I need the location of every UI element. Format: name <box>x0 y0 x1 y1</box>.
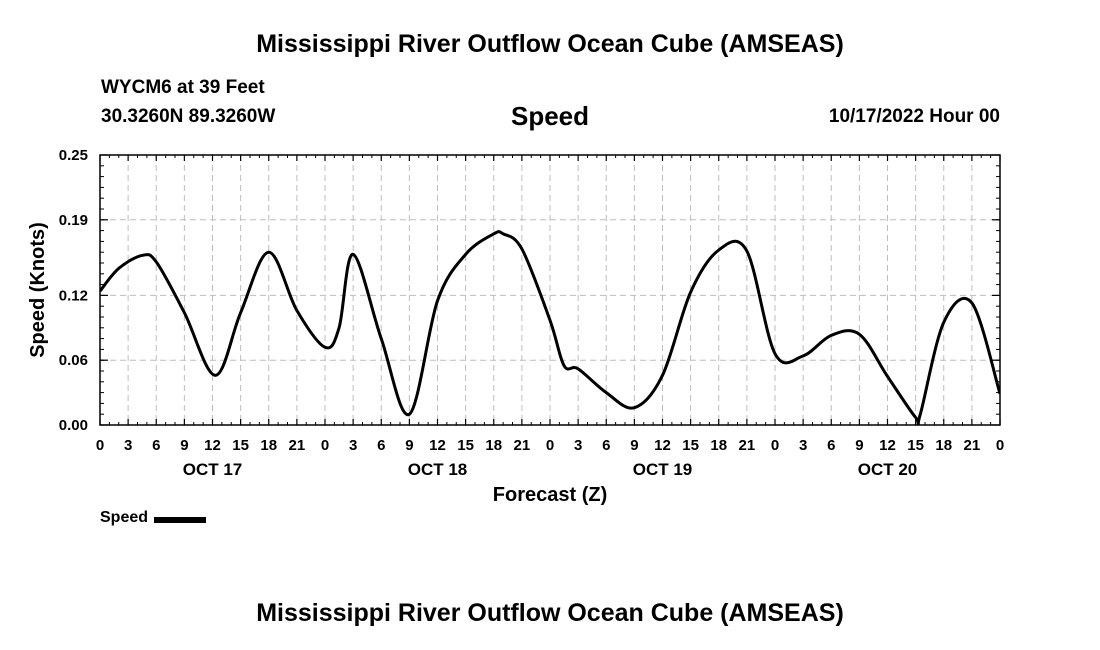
day-label: OCT 18 <box>408 460 468 479</box>
legend-label: Speed <box>100 509 149 526</box>
x-tick-label: 6 <box>827 437 835 454</box>
x-tick-label: 18 <box>260 437 277 454</box>
x-tick-label: 0 <box>96 437 104 454</box>
x-axis: 0 3 6 9 12 15 18 21 0 3 6 9 12 15 18 21 0 3 6 9 12 15 18 21 0 3 6 9… <box>96 155 1004 479</box>
x-tick-label: 15 <box>907 437 924 454</box>
x-tick-label: 9 <box>180 437 188 454</box>
x-tick-label: 0 <box>321 437 329 454</box>
x-tick-label: 6 <box>377 437 385 454</box>
x-tick-label: 0 <box>771 437 779 454</box>
x-tick-label: 21 <box>289 437 306 454</box>
legend: Speed <box>100 509 207 527</box>
y-tick-label: 0.00 <box>59 417 88 434</box>
chart-subtitle: Speed <box>510 101 590 131</box>
x-tick-label: 18 <box>935 437 952 454</box>
x-tick-label: 3 <box>124 437 132 454</box>
day-label: OCT 20 <box>858 460 918 479</box>
x-tick-label: 15 <box>682 437 699 454</box>
x-tick-label: 3 <box>799 437 807 454</box>
station-label: WYCM6 at 39 Feet <box>101 77 265 98</box>
x-tick-label: 0 <box>996 437 1004 454</box>
x-tick-label: 21 <box>964 437 981 454</box>
y-tick-label: 0.12 <box>59 287 88 304</box>
x-tick-label: 6 <box>602 437 610 454</box>
legend-swatch <box>154 516 207 523</box>
x-tick-label: 12 <box>879 437 896 454</box>
x-tick-label: 9 <box>405 437 413 454</box>
x-tick-label: 3 <box>574 437 582 454</box>
x-tick-label: 15 <box>457 437 474 454</box>
chart-title: Mississippi River Outflow Ocean Cube (AM… <box>256 30 844 58</box>
speed-series-line <box>100 230 1000 425</box>
x-tick-label: 18 <box>710 437 727 454</box>
x-tick-label: 21 <box>739 437 756 454</box>
x-tick-label: 12 <box>654 437 671 454</box>
chart-grid <box>100 155 1000 425</box>
x-tick-label: 18 <box>485 437 502 454</box>
x-tick-label: 15 <box>232 437 249 454</box>
coordinates-label: 30.3260N 89.3260W <box>101 106 276 127</box>
datetime-label: 10/17/2022 Hour 00 <box>828 106 1000 127</box>
x-tick-label: 6 <box>152 437 160 454</box>
series-group <box>100 230 1000 425</box>
x-tick-label: 3 <box>349 437 357 454</box>
footer-title: Mississippi River Outflow Ocean Cube (AM… <box>256 599 844 627</box>
y-axis-label: Speed (Knots) <box>27 222 49 358</box>
x-tick-label: 0 <box>546 437 554 454</box>
x-tick-label: 21 <box>514 437 531 454</box>
day-label: OCT 19 <box>633 460 693 479</box>
day-label: OCT 17 <box>183 460 243 479</box>
x-tick-label: 9 <box>630 437 638 454</box>
y-axis: 0.00 0.06 0.12 0.19 0.25 <box>59 147 1000 434</box>
x-tick-label: 9 <box>855 437 863 454</box>
y-tick-label: 0.25 <box>59 147 88 164</box>
x-tick-label: 12 <box>204 437 221 454</box>
x-axis-label: Forecast (Z) <box>493 484 607 506</box>
y-tick-label: 0.19 <box>59 212 88 229</box>
y-tick-label: 0.06 <box>59 352 88 369</box>
x-tick-label: 12 <box>429 437 446 454</box>
